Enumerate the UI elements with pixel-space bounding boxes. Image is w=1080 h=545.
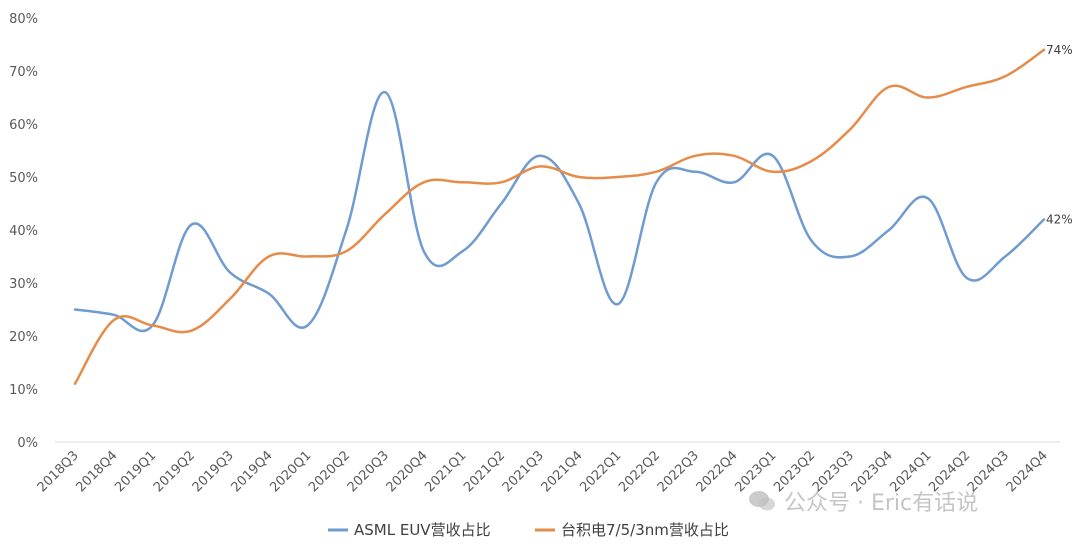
- legend-label-asml: ASML EUV营收占比: [354, 521, 491, 539]
- x-tick-label: 2022Q2: [616, 448, 663, 495]
- y-tick-label: 20%: [9, 330, 38, 345]
- legend-label-tsmc: 台积电7/5/3nm营收占比: [561, 521, 729, 539]
- y-tick-label: 10%: [9, 383, 38, 398]
- x-tick-label: 2018Q3: [35, 448, 82, 495]
- x-tick-label: 2019Q4: [229, 448, 276, 495]
- x-tick-label: 2019Q1: [112, 448, 159, 495]
- watermark-text: 公众号 · Eric有话说: [784, 491, 979, 516]
- x-tick-label: 2018Q4: [73, 448, 120, 495]
- x-tick-label: 2021Q4: [539, 448, 586, 495]
- y-tick-label: 70%: [9, 65, 38, 80]
- y-tick-label: 30%: [9, 277, 38, 292]
- x-tick-label: 2021Q3: [500, 448, 547, 495]
- legend: ASML EUV营收占比 台积电7/5/3nm营收占比: [328, 521, 729, 539]
- x-tick-label: 2020Q2: [306, 448, 353, 495]
- wechat-icon: [749, 491, 775, 511]
- end-labels: 42% 74%: [1046, 43, 1073, 227]
- y-tick-label: 40%: [9, 224, 38, 239]
- y-tick-label: 60%: [9, 118, 38, 133]
- x-tick-label: 2021Q2: [461, 448, 508, 495]
- x-tick-label: 2022Q4: [694, 448, 741, 495]
- x-tick-label: 2022Q3: [655, 448, 702, 495]
- x-tick-label: 2019Q3: [190, 448, 237, 495]
- x-tick-label: 2022Q1: [577, 448, 624, 495]
- y-tick-label: 0%: [17, 436, 38, 451]
- x-tick-label: 2024Q4: [1004, 448, 1051, 495]
- end-value-label-1: 74%: [1046, 43, 1073, 57]
- y-axis: 0% 10% 20% 30% 40% 50% 60% 70% 80%: [9, 12, 38, 451]
- x-tick-label: 2021Q1: [422, 448, 469, 495]
- x-tick-label: 2020Q4: [384, 448, 431, 495]
- series-line-1: [73, 48, 1046, 385]
- y-tick-label: 50%: [9, 171, 38, 186]
- series-line-0: [73, 90, 1046, 333]
- end-value-label-0: 42%: [1046, 212, 1073, 226]
- series-layer: [73, 48, 1046, 385]
- x-tick-label: 2020Q1: [267, 448, 314, 495]
- x-tick-label: 2020Q3: [345, 448, 392, 495]
- y-tick-label: 80%: [9, 12, 38, 27]
- watermark: 公众号 · Eric有话说: [748, 484, 978, 518]
- x-tick-label: 2019Q2: [151, 448, 198, 495]
